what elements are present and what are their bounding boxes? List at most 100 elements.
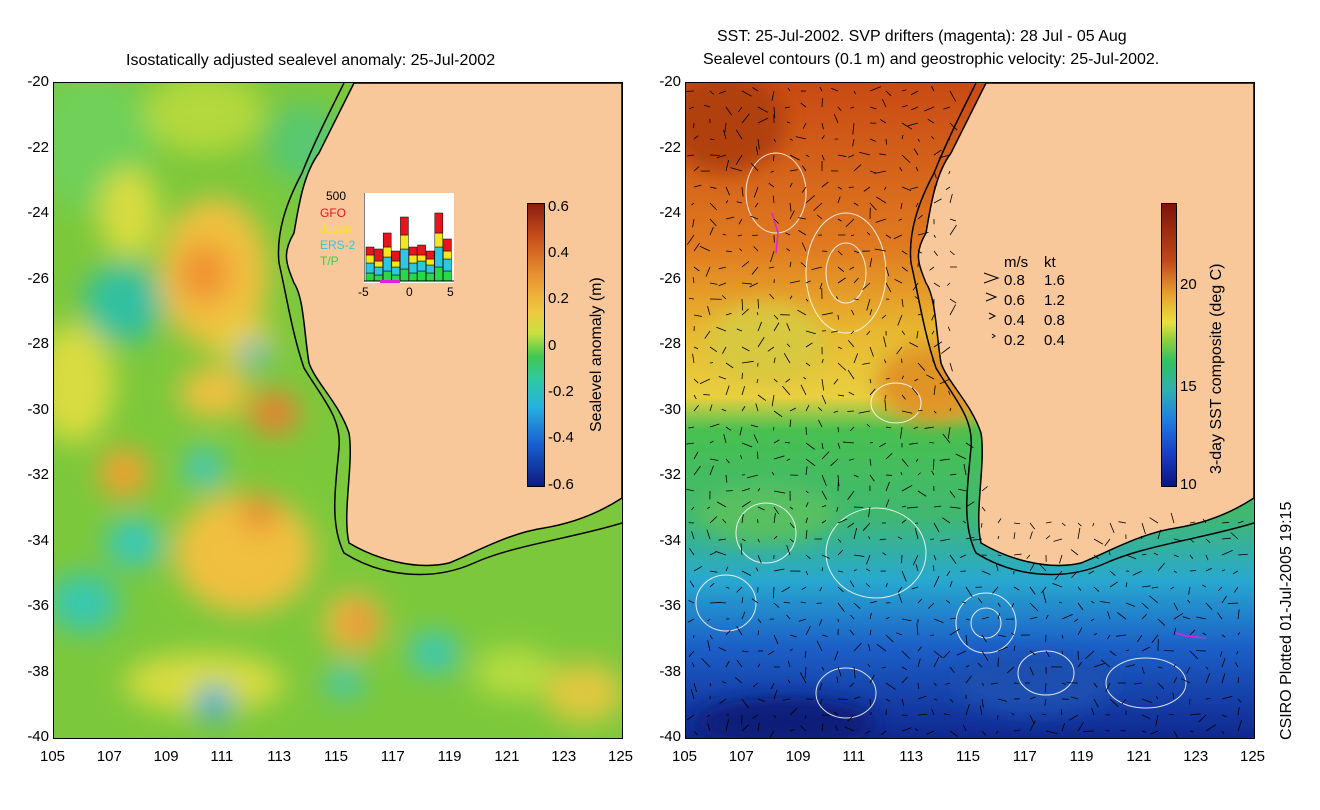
velocity-arrow — [883, 336, 887, 348]
velocity-arrow — [1029, 714, 1035, 725]
velocity-arrow — [1100, 659, 1111, 668]
velocity-arrow — [917, 713, 928, 716]
velocity-arrow — [946, 282, 951, 286]
inset-bar-segment — [443, 270, 452, 282]
velocity-arrow — [704, 330, 711, 339]
velocity-arrow — [862, 522, 871, 532]
velocity-arrow — [862, 282, 871, 291]
velocity-arrow — [879, 538, 887, 541]
velocity-arrow — [1173, 602, 1179, 611]
velocity-arrow — [865, 583, 871, 588]
velocity-arrow — [853, 90, 856, 95]
velocity-arrow — [756, 311, 759, 316]
legend-kt-0: 1.6 — [1044, 272, 1065, 289]
velocity-arrow — [1157, 666, 1163, 669]
velocity-arrow — [879, 119, 887, 124]
right-ytick-2: -24 — [659, 204, 681, 221]
velocity-arrow — [736, 586, 743, 593]
velocity-arrow — [1044, 698, 1047, 706]
velocity-arrow — [949, 298, 957, 304]
velocity-arrow — [693, 451, 699, 460]
velocity-arrow — [757, 298, 759, 309]
velocity-arrow — [789, 261, 792, 268]
velocity-arrow — [718, 282, 727, 287]
velocity-arrow — [881, 666, 887, 669]
velocity-arrow — [1093, 698, 1099, 708]
velocity-arrow — [801, 165, 807, 172]
velocity-arrow — [784, 441, 791, 444]
velocity-arrow — [1060, 709, 1063, 716]
velocity-arrow — [901, 505, 906, 508]
velocity-arrow — [901, 666, 908, 671]
velocity-arrow — [869, 170, 877, 174]
velocity-arrow — [1013, 532, 1016, 540]
velocity-arrow — [757, 618, 762, 624]
velocity-arrow — [1045, 650, 1050, 658]
velocity-arrow — [879, 153, 887, 156]
velocity-arrow — [1013, 553, 1022, 556]
velocity-arrow — [869, 674, 875, 684]
inset-ymax: 500 — [326, 189, 347, 203]
velocity-arrow — [741, 406, 746, 412]
velocity-arrow — [847, 339, 855, 348]
velocity-arrow — [1221, 521, 1230, 524]
velocity-arrow — [931, 314, 935, 321]
inset-bar-segment — [391, 260, 401, 268]
velocity-arrow — [897, 314, 903, 326]
velocity-arrow — [741, 724, 749, 732]
velocity-arrow — [885, 452, 893, 460]
velocity-arrow — [773, 602, 780, 608]
velocity-arrow — [709, 227, 714, 236]
velocity-arrow — [885, 481, 890, 492]
velocity-arrow — [837, 586, 844, 593]
velocity-arrow — [789, 538, 795, 543]
velocity-arrow — [752, 682, 759, 688]
velocity-arrow — [750, 424, 759, 428]
velocity-arrow — [1155, 695, 1159, 700]
velocity-arrow — [1221, 550, 1233, 556]
velocity-arrow — [1151, 634, 1159, 643]
velocity-arrow — [773, 689, 778, 700]
velocity-arrow — [1205, 554, 1209, 561]
velocity-arrow — [707, 723, 711, 732]
velocity-arrow — [837, 518, 848, 524]
velocity-arrow — [914, 728, 919, 732]
velocity-arrow — [1108, 551, 1111, 556]
velocity-arrow — [933, 650, 943, 659]
velocity-arrow — [1092, 522, 1095, 527]
velocity-arrow — [1029, 562, 1035, 572]
velocity-arrow — [1151, 586, 1159, 589]
velocity-arrow — [693, 184, 702, 188]
velocity-arrow — [773, 506, 780, 515]
velocity-arrow — [709, 465, 714, 476]
velocity-arrow — [1132, 570, 1143, 576]
velocity-arrow — [853, 164, 862, 172]
velocity-arrow — [1205, 538, 1211, 543]
velocity-arrow — [738, 106, 743, 113]
velocity-arrow — [875, 218, 887, 223]
velocity-arrow — [901, 154, 911, 163]
velocity-arrow — [752, 714, 759, 719]
velocity-arrow — [1170, 586, 1175, 590]
velocity-arrow — [1061, 682, 1066, 685]
velocity-arrow — [844, 726, 855, 732]
right-ytick-8: -36 — [659, 597, 681, 614]
velocity-arrow — [725, 250, 732, 253]
velocity-arrow — [709, 440, 714, 444]
velocity-arrow — [900, 471, 903, 476]
velocity-arrow — [897, 536, 903, 540]
velocity-arrow — [837, 314, 839, 320]
velocity-arrow — [709, 186, 717, 189]
velocity-arrow — [1013, 682, 1019, 684]
velocity-arrow — [1011, 712, 1015, 716]
right-ytick-10: -40 — [659, 728, 681, 745]
velocity-arrow — [718, 266, 727, 270]
velocity-arrow — [1054, 570, 1063, 581]
velocity-arrow — [1202, 584, 1207, 588]
velocity-arrow — [945, 682, 951, 685]
inset-bar-segment — [382, 232, 392, 248]
velocity-arrow — [754, 202, 759, 208]
velocity-arrow — [768, 266, 775, 269]
velocity-arrow — [955, 453, 967, 460]
velocity-arrow — [1093, 586, 1100, 592]
